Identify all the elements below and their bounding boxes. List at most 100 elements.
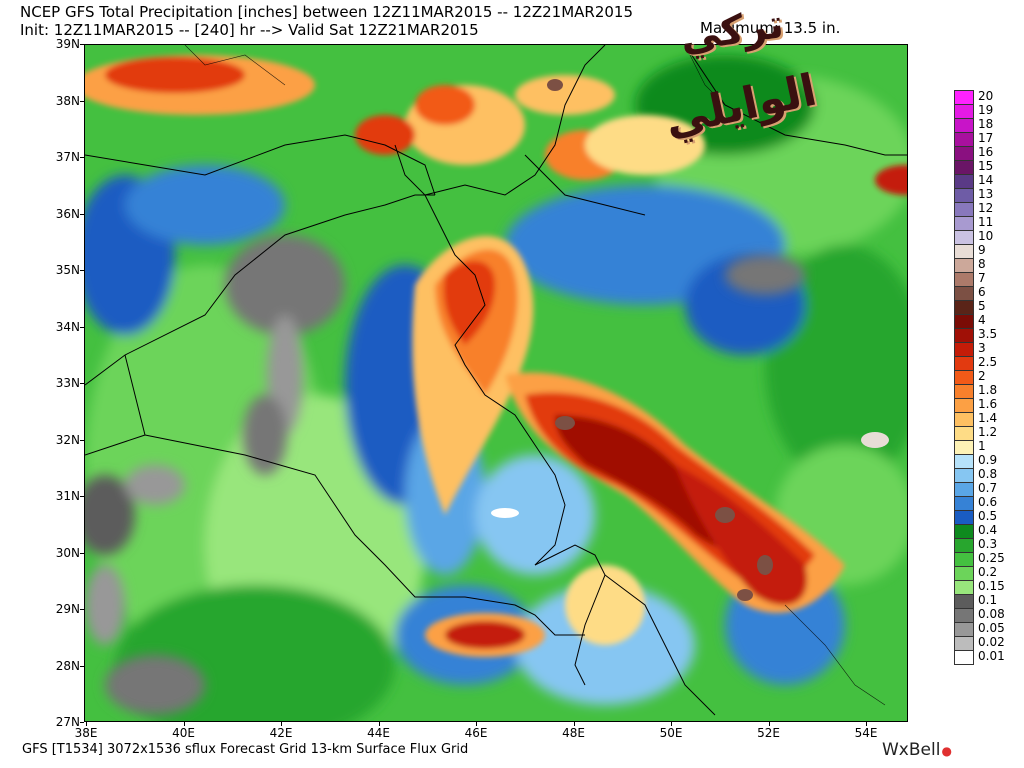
legend-label: 3.5 (978, 327, 998, 341)
legend-label: 1.8 (978, 383, 998, 397)
latitude-tick (80, 439, 84, 441)
legend-swatch (954, 146, 974, 161)
legend-label: 20 (978, 89, 994, 103)
longitude-tick (183, 722, 185, 726)
legend-label: 2.5 (978, 355, 998, 369)
legend-label: 12 (978, 201, 994, 215)
legend-label: 7 (978, 271, 986, 285)
legend-label: 19 (978, 103, 994, 117)
legend-label: 0.8 (978, 467, 998, 481)
legend-label: 9 (978, 243, 986, 257)
latitude-label: 30N (55, 545, 80, 560)
legend-label: 3 (978, 341, 986, 355)
legend-swatch (954, 426, 974, 441)
longitude-tick (476, 722, 477, 726)
legend-swatch (954, 552, 974, 567)
longitude-label: 38E (74, 726, 98, 740)
legend-swatch (954, 174, 974, 189)
init-valid-line: Init: 12Z11MAR2015 -- [240] hr --> Valid… (20, 21, 479, 39)
brand-logo: WxBell● (882, 740, 952, 760)
legend-swatch (954, 328, 974, 343)
legend-swatch (954, 118, 974, 133)
legend-swatch (954, 216, 974, 231)
legend-label: 0.01 (978, 649, 1005, 663)
legend-swatch (954, 300, 974, 315)
legend-label: 0.5 (978, 509, 998, 523)
legend-swatch (954, 594, 974, 609)
latitude-tick (80, 326, 84, 328)
legend-swatch (954, 230, 974, 245)
legend-label: 0.4 (978, 523, 998, 537)
latitude-tick (80, 383, 84, 384)
legend-swatch (954, 580, 974, 595)
precipitation-map (84, 44, 908, 722)
longitude-label: 52E (757, 726, 780, 740)
latitude-label: 33N (55, 376, 80, 390)
legend-swatch (954, 524, 974, 539)
legend-label: 8 (978, 257, 986, 271)
latitude-label: 27N (55, 715, 80, 729)
legend-label: 0.05 (978, 621, 1005, 635)
legend-swatch (954, 356, 974, 371)
longitude-tick (573, 722, 575, 726)
latitude-label: 36N (55, 206, 80, 221)
legend-swatch (954, 384, 974, 399)
legend-label: 1.6 (978, 397, 998, 411)
legend-label: 15 (978, 159, 994, 173)
latitude-tick (80, 44, 84, 45)
legend-label: 0.08 (978, 607, 1005, 621)
legend-swatch (954, 188, 974, 203)
legend-label: 0.1 (978, 593, 998, 607)
legend-label: 0.15 (978, 579, 1005, 593)
latitude-tick (80, 609, 84, 610)
legend-label: 0.02 (978, 635, 1005, 649)
legend-swatch (954, 636, 974, 651)
legend-label: 1 (978, 439, 986, 453)
latitude-tick (80, 496, 84, 497)
legend-swatch (954, 468, 974, 483)
longitude-tick (671, 722, 672, 726)
legend-swatch (954, 538, 974, 553)
legend-label: 13 (978, 187, 994, 201)
latitude-label: 28N (55, 658, 80, 673)
legend-label: 11 (978, 215, 994, 229)
legend-swatch (954, 482, 974, 497)
legend-label: 16 (978, 145, 994, 159)
latitude-tick (80, 722, 84, 723)
longitude-label: 42E (269, 726, 293, 740)
longitude-label: 48E (562, 726, 585, 740)
map-canvas (85, 45, 907, 721)
legend-label: 17 (978, 131, 994, 145)
brand-name: WxBell (882, 740, 941, 760)
legend-swatch (954, 90, 974, 105)
latitude-tick (80, 157, 84, 158)
legend-label: 10 (978, 229, 994, 243)
legend-swatch (954, 650, 974, 665)
longitude-tick (86, 722, 87, 726)
latitude-tick (80, 100, 84, 102)
legend-label: 14 (978, 173, 994, 187)
legend-label: 2 (978, 369, 986, 383)
legend-label: 18 (978, 117, 994, 131)
legend-swatch (954, 160, 974, 175)
latitude-label: 35N (55, 263, 80, 277)
legend-swatch (954, 286, 974, 301)
legend-swatch (954, 370, 974, 385)
latitude-label: 34N (55, 319, 80, 334)
longitude-tick (378, 722, 380, 726)
legend-swatch (954, 440, 974, 455)
latitude-label: 38N (55, 93, 80, 108)
brand-dot-icon: ● (941, 744, 952, 758)
legend-swatch (954, 566, 974, 581)
legend-swatch (954, 622, 974, 637)
map-title: NCEP GFS Total Precipitation [inches] be… (20, 3, 634, 21)
legend-swatch (954, 132, 974, 147)
legend-swatch (954, 258, 974, 273)
longitude-label: 44E (367, 726, 390, 740)
longitude-label: 50E (659, 726, 683, 740)
longitude-label: 46E (464, 726, 488, 740)
latitude-label: 39N (55, 37, 80, 51)
longitude-label: 40E (172, 726, 195, 740)
maximum-value: Maximum: 13.5 in. (700, 19, 841, 37)
legend-swatch (954, 608, 974, 623)
